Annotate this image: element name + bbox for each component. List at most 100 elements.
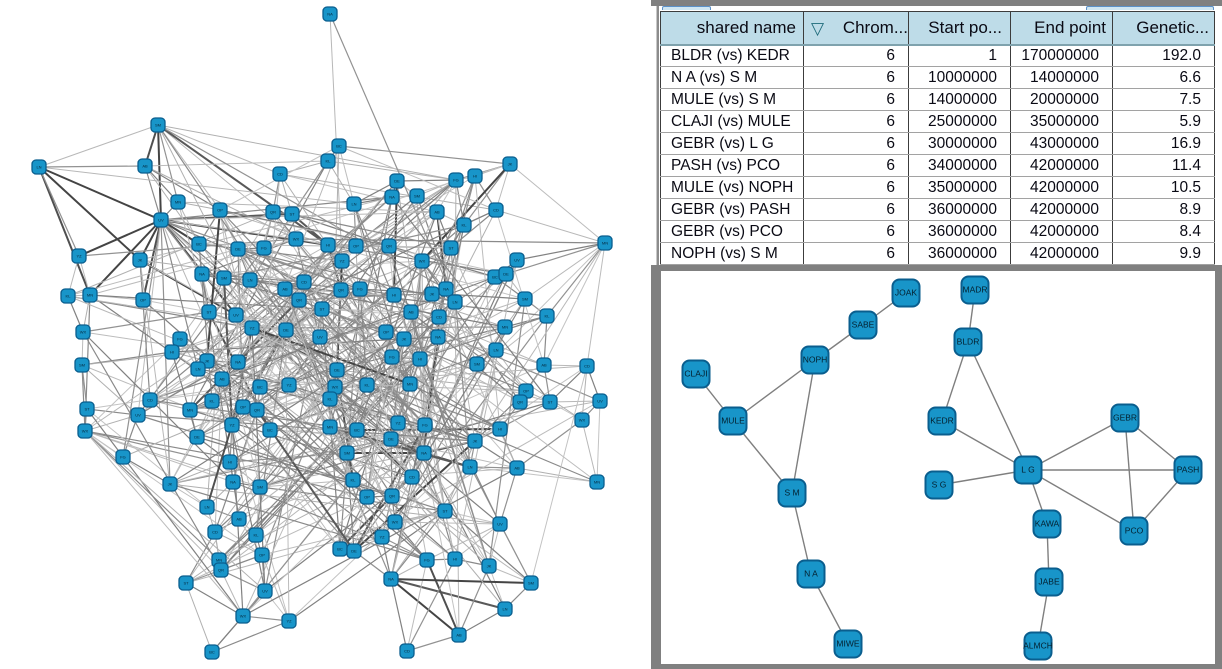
svg-text:QR: QR (254, 408, 260, 413)
svg-text:JK: JK (430, 292, 435, 297)
svg-text:UV: UV (317, 335, 323, 340)
svg-text:N A: N A (804, 569, 818, 579)
svg-text:KL: KL (351, 478, 357, 483)
svg-text:BC: BC (336, 144, 342, 149)
svg-text:ST: ST (289, 212, 295, 217)
svg-text:BC: BC (267, 428, 273, 433)
svg-text:CLAJI: CLAJI (684, 369, 707, 379)
svg-text:YZ: YZ (286, 383, 292, 388)
svg-text:YZ: YZ (395, 421, 401, 426)
svg-text:BC: BC (257, 385, 263, 390)
svg-text:MN: MN (175, 200, 181, 205)
svg-text:MIWE: MIWE (836, 639, 859, 649)
svg-text:DE: DE (235, 247, 241, 252)
svg-text:ST: ST (183, 581, 189, 586)
svg-text:OP: OP (240, 405, 246, 410)
svg-text:OP: OP (364, 495, 370, 500)
svg-text:SM: SM (474, 362, 480, 367)
svg-text:KAWA: KAWA (1035, 519, 1060, 529)
svg-text:JK: JK (473, 439, 478, 444)
svg-text:S G: S G (932, 480, 947, 490)
svg-text:CD: CD (212, 530, 218, 535)
svg-text:QR: QR (296, 298, 302, 303)
svg-text:S M: S M (784, 488, 799, 498)
svg-text:SM: SM (79, 363, 85, 368)
svg-text:ST: ST (442, 509, 448, 514)
svg-text:UV: UV (233, 313, 239, 318)
svg-text:AB: AB (408, 310, 414, 315)
svg-text:FG: FG (422, 423, 428, 428)
svg-text:LN: LN (452, 300, 457, 305)
svg-text:QR: QR (218, 568, 224, 573)
svg-text:HI: HI (170, 350, 174, 355)
svg-text:WX: WX (419, 259, 426, 264)
svg-text:NA: NA (421, 451, 427, 456)
svg-text:LN: LN (351, 202, 356, 207)
svg-text:MN: MN (594, 480, 600, 485)
svg-text:FG: FG (261, 246, 267, 251)
svg-text:BC: BC (354, 428, 360, 433)
svg-text:UV: UV (135, 413, 141, 418)
svg-text:HI: HI (473, 174, 477, 179)
svg-text:DE: DE (503, 272, 509, 277)
svg-text:CD: CD (301, 280, 307, 285)
svg-text:NA: NA (327, 12, 333, 17)
svg-text:LN: LN (247, 278, 252, 283)
svg-text:LN: LN (502, 607, 507, 612)
svg-text:JK: JK (508, 162, 513, 167)
svg-text:SM: SM (344, 451, 350, 456)
svg-text:JK: JK (487, 564, 492, 569)
svg-text:KL: KL (545, 314, 551, 319)
svg-text:YZ: YZ (286, 619, 292, 624)
svg-text:BLDR: BLDR (957, 337, 980, 347)
svg-text:KL: KL (365, 383, 371, 388)
svg-text:WX: WX (392, 520, 399, 525)
svg-text:KL: KL (66, 294, 72, 299)
svg-text:OP: OP (383, 330, 389, 335)
svg-text:SM: SM (528, 581, 534, 586)
svg-text:BC: BC (492, 275, 498, 280)
svg-text:ST: ST (206, 310, 212, 315)
svg-text:HI: HI (326, 243, 330, 248)
svg-text:DE: DE (351, 549, 357, 554)
svg-text:HI: HI (228, 460, 232, 465)
svg-text:CD: CD (584, 364, 590, 369)
svg-text:SM: SM (155, 123, 161, 128)
svg-text:OP: OP (353, 244, 359, 249)
svg-text:SM: SM (414, 194, 420, 199)
svg-text:CD: CD (147, 398, 153, 403)
svg-text:JABE: JABE (1038, 577, 1060, 587)
svg-text:SABE: SABE (852, 320, 875, 330)
svg-text:FG: FG (424, 558, 430, 563)
svg-text:UV: UV (514, 258, 520, 263)
svg-text:KL: KL (326, 159, 332, 164)
svg-text:JK: JK (402, 337, 407, 342)
svg-text:HI: HI (453, 557, 457, 562)
svg-text:DE: DE (394, 179, 400, 184)
svg-text:MN: MN (502, 325, 508, 330)
svg-text:ALMCH: ALMCH (1023, 641, 1053, 651)
svg-text:DE: DE (194, 435, 200, 440)
svg-text:FG: FG (120, 455, 126, 460)
svg-text:LN: LN (467, 465, 472, 470)
svg-text:HI: HI (498, 427, 502, 432)
svg-text:UV: UV (597, 399, 603, 404)
svg-text:HI: HI (418, 357, 422, 362)
svg-text:FG: FG (453, 178, 459, 183)
svg-text:OP: OP (217, 208, 223, 213)
svg-text:MN: MN (187, 408, 193, 413)
svg-text:ST: ST (547, 400, 553, 405)
svg-text:BC: BC (209, 650, 215, 655)
svg-text:MN: MN (327, 425, 333, 430)
svg-text:QR: QR (386, 244, 392, 249)
svg-text:YZ: YZ (339, 259, 345, 264)
svg-text:FG: FG (177, 337, 183, 342)
svg-text:LN: LN (204, 505, 209, 510)
svg-text:CD: CD (493, 208, 499, 213)
svg-text:MN: MN (407, 382, 413, 387)
svg-text:NA: NA (230, 480, 236, 485)
svg-text:QR: QR (517, 400, 523, 405)
svg-text:WX: WX (332, 385, 339, 390)
svg-text:AB: AB (514, 466, 520, 471)
svg-text:LN: LN (36, 165, 41, 170)
